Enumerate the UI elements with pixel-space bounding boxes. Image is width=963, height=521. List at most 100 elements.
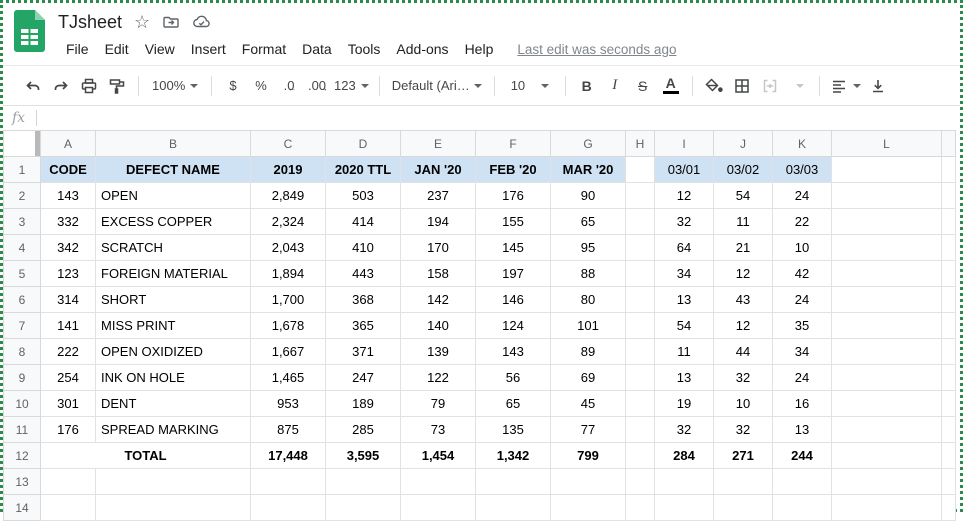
menu-item-data[interactable]: Data bbox=[302, 41, 332, 57]
cell-L9[interactable] bbox=[831, 364, 942, 391]
cell-K11[interactable]: 13 bbox=[772, 416, 832, 443]
cell-H9[interactable] bbox=[625, 364, 655, 391]
cell-E9[interactable]: 122 bbox=[400, 364, 476, 391]
cell-E3[interactable]: 194 bbox=[400, 208, 476, 235]
cell-B4[interactable]: SCRATCH bbox=[95, 234, 251, 261]
cell-J8[interactable]: 44 bbox=[713, 338, 773, 365]
cell-G8[interactable]: 89 bbox=[550, 338, 626, 365]
select-all-corner[interactable] bbox=[3, 130, 41, 157]
cell-L8[interactable] bbox=[831, 338, 942, 365]
cell-K8[interactable]: 34 bbox=[772, 338, 832, 365]
cell-L3[interactable] bbox=[831, 208, 942, 235]
cell-M8[interactable] bbox=[941, 338, 956, 365]
cell-B13[interactable] bbox=[95, 468, 251, 495]
column-header-d[interactable]: D bbox=[325, 130, 401, 157]
row-header-1[interactable]: 1 bbox=[3, 156, 41, 183]
cell-A1[interactable]: CODE bbox=[40, 156, 96, 183]
cell-I13[interactable] bbox=[654, 468, 714, 495]
format-currency-button[interactable]: $ bbox=[229, 78, 237, 93]
format-percent-button[interactable]: % bbox=[255, 78, 267, 93]
cell-F7[interactable]: 124 bbox=[475, 312, 551, 339]
column-header-j[interactable]: J bbox=[713, 130, 773, 157]
redo-button[interactable] bbox=[47, 73, 75, 99]
cell-D3[interactable]: 414 bbox=[325, 208, 401, 235]
cell-L13[interactable] bbox=[831, 468, 942, 495]
cell-L6[interactable] bbox=[831, 286, 942, 313]
row-header-14[interactable]: 14 bbox=[3, 494, 41, 521]
cell-K14[interactable] bbox=[772, 494, 832, 521]
cell-K9[interactable]: 24 bbox=[772, 364, 832, 391]
column-header-g[interactable]: G bbox=[550, 130, 626, 157]
cell-C11[interactable]: 875 bbox=[250, 416, 326, 443]
menu-item-format[interactable]: Format bbox=[241, 41, 287, 57]
cell-M11[interactable] bbox=[941, 416, 956, 443]
cell-B7[interactable]: MISS PRINT bbox=[95, 312, 251, 339]
cell-F6[interactable]: 146 bbox=[475, 286, 551, 313]
sheets-logo[interactable] bbox=[14, 8, 58, 65]
cell-G11[interactable]: 77 bbox=[550, 416, 626, 443]
cell-M9[interactable] bbox=[941, 364, 956, 391]
more-formats-dropdown[interactable]: 123 bbox=[331, 73, 372, 99]
increase-decimal-button[interactable]: .00 → bbox=[307, 78, 329, 93]
cell-M12[interactable] bbox=[941, 442, 956, 469]
formula-input[interactable] bbox=[37, 106, 960, 130]
row-header-6[interactable]: 6 bbox=[3, 286, 41, 313]
borders-button[interactable] bbox=[728, 73, 756, 99]
cell-I7[interactable]: 54 bbox=[654, 312, 714, 339]
cell-H6[interactable] bbox=[625, 286, 655, 313]
cell-C13[interactable] bbox=[250, 468, 326, 495]
cell-A13[interactable] bbox=[40, 468, 96, 495]
cell-J9[interactable]: 32 bbox=[713, 364, 773, 391]
cell-C2[interactable]: 2,849 bbox=[250, 182, 326, 209]
cell-M6[interactable] bbox=[941, 286, 956, 313]
paint-format-button[interactable] bbox=[103, 73, 131, 99]
cell-E1[interactable]: JAN '20 bbox=[400, 156, 476, 183]
column-header-f[interactable]: F bbox=[475, 130, 551, 157]
cell-C3[interactable]: 2,324 bbox=[250, 208, 326, 235]
menu-item-insert[interactable]: Insert bbox=[190, 41, 226, 57]
column-header-l[interactable]: L bbox=[831, 130, 942, 157]
cell-H12[interactable] bbox=[625, 442, 655, 469]
cell-D4[interactable]: 410 bbox=[325, 234, 401, 261]
cell-D2[interactable]: 503 bbox=[325, 182, 401, 209]
row-header-3[interactable]: 3 bbox=[3, 208, 41, 235]
row-header-10[interactable]: 10 bbox=[3, 390, 41, 417]
merge-options-dropdown[interactable] bbox=[784, 73, 812, 99]
row-header-11[interactable]: 11 bbox=[3, 416, 41, 443]
cell-H8[interactable] bbox=[625, 338, 655, 365]
cell-I10[interactable]: 19 bbox=[654, 390, 714, 417]
cell-D1[interactable]: 2020 TTL bbox=[325, 156, 401, 183]
cell-D9[interactable]: 247 bbox=[325, 364, 401, 391]
cell-D6[interactable]: 368 bbox=[325, 286, 401, 313]
row-header-2[interactable]: 2 bbox=[3, 182, 41, 209]
cell-F10[interactable]: 65 bbox=[475, 390, 551, 417]
cell-E14[interactable] bbox=[400, 494, 476, 521]
cell-F14[interactable] bbox=[475, 494, 551, 521]
cell-J11[interactable]: 32 bbox=[713, 416, 773, 443]
cell-C10[interactable]: 953 bbox=[250, 390, 326, 417]
cell-E4[interactable]: 170 bbox=[400, 234, 476, 261]
cell-A11[interactable]: 176 bbox=[40, 416, 96, 443]
cell-J14[interactable] bbox=[713, 494, 773, 521]
star-icon[interactable]: ☆ bbox=[134, 12, 151, 32]
cell-E11[interactable]: 73 bbox=[400, 416, 476, 443]
cell-L10[interactable] bbox=[831, 390, 942, 417]
cell-B8[interactable]: OPEN OXIDIZED bbox=[95, 338, 251, 365]
print-button[interactable] bbox=[75, 73, 103, 99]
cell-F12[interactable]: 1,342 bbox=[475, 442, 551, 469]
column-header-e[interactable]: E bbox=[400, 130, 476, 157]
cell-F4[interactable]: 145 bbox=[475, 234, 551, 261]
cell-G2[interactable]: 90 bbox=[550, 182, 626, 209]
cell-D7[interactable]: 365 bbox=[325, 312, 401, 339]
cell-B14[interactable] bbox=[95, 494, 251, 521]
cell-I1[interactable]: 03/01 bbox=[654, 156, 714, 183]
cell-C1[interactable]: 2019 bbox=[250, 156, 326, 183]
cell-C5[interactable]: 1,894 bbox=[250, 260, 326, 287]
cell-G5[interactable]: 88 bbox=[550, 260, 626, 287]
cell-H3[interactable] bbox=[625, 208, 655, 235]
cell-G7[interactable]: 101 bbox=[550, 312, 626, 339]
cell-D5[interactable]: 443 bbox=[325, 260, 401, 287]
menu-item-help[interactable]: Help bbox=[464, 41, 494, 57]
cell-C7[interactable]: 1,678 bbox=[250, 312, 326, 339]
cell-G13[interactable] bbox=[550, 468, 626, 495]
